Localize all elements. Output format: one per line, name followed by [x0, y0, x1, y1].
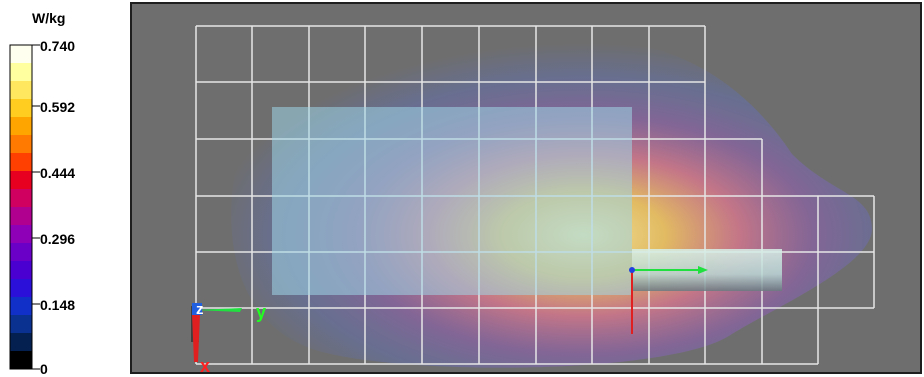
legend-tick: 0.444 — [40, 165, 76, 181]
legend-tick-max: 0.740 — [40, 38, 76, 54]
color-scale-step — [10, 81, 32, 100]
color-scale-step — [10, 63, 32, 82]
coordinate-triad — [191, 303, 242, 362]
legend-tick: 0.296 — [40, 231, 76, 247]
color-scale-step — [10, 261, 32, 280]
color-scale-step — [10, 243, 32, 262]
3d-viewport[interactable]: y z x — [130, 2, 922, 374]
probe-axes — [629, 266, 708, 334]
color-legend: W/kg 0.740 0.592 0.444 0.296 0.148 0 — [0, 0, 125, 377]
color-scale-step — [10, 207, 32, 226]
color-scale-step — [10, 117, 32, 136]
legend-tick-min: 0 — [40, 361, 48, 377]
color-scale-step — [10, 297, 32, 316]
phantom-region — [272, 107, 632, 295]
axis-label-y: y — [256, 302, 266, 322]
color-scale-step — [10, 189, 32, 208]
axis-label-z: z — [196, 301, 204, 318]
color-scale-bar — [9, 44, 40, 370]
color-scale-step — [10, 135, 32, 154]
color-scale-step — [10, 99, 32, 118]
color-scale-step — [10, 315, 32, 334]
axis-label-x: x — [200, 356, 210, 374]
color-scale-outline — [9, 44, 33, 370]
color-scale-step — [10, 225, 32, 244]
legend-tick: 0.148 — [40, 297, 76, 313]
color-scale-step — [10, 333, 32, 352]
sar-scene[interactable]: y z x — [132, 4, 922, 374]
color-scale-step — [10, 153, 32, 172]
color-scale-step — [10, 171, 32, 190]
color-scale-step — [10, 45, 32, 64]
color-scale-step — [10, 279, 32, 298]
legend-tick: 0.592 — [40, 99, 76, 115]
legend-unit: W/kg — [32, 10, 66, 26]
color-scale-step — [10, 351, 32, 370]
